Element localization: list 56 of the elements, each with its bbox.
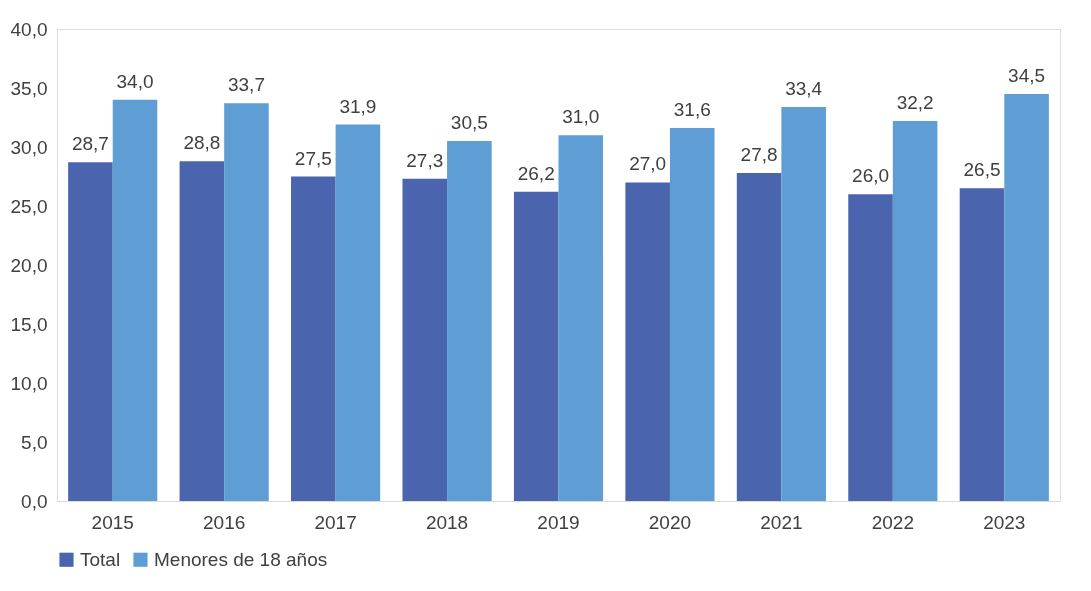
- bar: [513, 191, 559, 501]
- data-label: 31,6: [673, 99, 711, 121]
- x-tick-label: 2023: [983, 511, 1026, 533]
- data-label: 33,7: [227, 74, 265, 96]
- data-label: 32,2: [896, 92, 934, 114]
- bar: [558, 135, 604, 501]
- data-label: 31,0: [562, 106, 600, 128]
- bar: [402, 178, 448, 501]
- legend-label: Total: [80, 548, 121, 570]
- data-label: 26,0: [852, 165, 890, 187]
- bar: [291, 176, 336, 501]
- bar: [625, 182, 670, 501]
- data-label: 27,8: [740, 143, 778, 165]
- bar: [112, 99, 158, 501]
- bar: [335, 124, 381, 501]
- bar: [179, 161, 225, 501]
- x-tick-label: 2016: [203, 511, 246, 533]
- x-tick-label: 2022: [871, 511, 914, 533]
- bar: [892, 121, 938, 501]
- bar: [959, 188, 1005, 501]
- data-label: 34,0: [116, 70, 154, 92]
- data-label: 27,3: [406, 149, 444, 171]
- x-tick-label: 2021: [760, 511, 803, 533]
- data-label: 27,5: [294, 147, 332, 169]
- bar: [736, 172, 782, 501]
- bar: [68, 162, 113, 501]
- x-tick-label: 2020: [648, 511, 692, 533]
- x-tick-label: 2018: [425, 511, 469, 533]
- y-tick-label: 25,0: [10, 195, 48, 217]
- bar: [669, 128, 715, 501]
- data-label: 27,0: [629, 153, 667, 175]
- x-tick-label: 2019: [537, 511, 580, 533]
- data-label: 28,8: [183, 132, 221, 154]
- legend-label: Menores de 18 años: [154, 548, 328, 570]
- x-tick-label: 2017: [314, 511, 357, 533]
- y-tick-label: 5,0: [21, 431, 48, 453]
- data-label: 26,5: [963, 159, 1001, 181]
- data-label: 28,7: [71, 133, 109, 155]
- data-label: 33,4: [785, 77, 823, 99]
- y-tick-label: 40,0: [10, 18, 48, 40]
- bar: [1004, 93, 1049, 501]
- data-label: 26,2: [517, 162, 555, 184]
- y-tick-label: 15,0: [10, 313, 48, 335]
- bar: [781, 106, 826, 501]
- data-label: 34,5: [1008, 64, 1046, 86]
- bar: [447, 141, 492, 501]
- y-tick-label: 35,0: [10, 77, 48, 99]
- bar: [848, 194, 893, 501]
- y-tick-label: 10,0: [10, 372, 48, 394]
- bar: [224, 103, 269, 501]
- y-tick-label: 0,0: [21, 490, 48, 512]
- x-tick-label: 2015: [91, 511, 134, 533]
- y-tick-label: 30,0: [10, 136, 48, 158]
- y-tick-label: 20,0: [10, 254, 48, 276]
- data-label: 31,9: [339, 95, 377, 117]
- data-label: 30,5: [450, 112, 488, 134]
